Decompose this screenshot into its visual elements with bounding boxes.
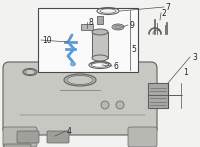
Text: 5: 5: [131, 45, 136, 54]
Text: 2: 2: [162, 9, 167, 17]
Text: 8: 8: [88, 17, 93, 26]
Ellipse shape: [67, 76, 93, 85]
Ellipse shape: [100, 9, 116, 13]
FancyBboxPatch shape: [148, 83, 168, 108]
FancyBboxPatch shape: [82, 25, 94, 30]
Ellipse shape: [114, 25, 122, 29]
Ellipse shape: [116, 101, 124, 109]
Ellipse shape: [23, 69, 37, 76]
Bar: [38, 8, 138, 72]
FancyBboxPatch shape: [3, 127, 37, 147]
FancyBboxPatch shape: [17, 131, 39, 143]
Ellipse shape: [25, 70, 35, 75]
FancyBboxPatch shape: [47, 131, 69, 143]
Ellipse shape: [71, 62, 76, 66]
Ellipse shape: [92, 29, 108, 35]
Bar: [97, 16, 103, 24]
Text: 1: 1: [183, 67, 188, 76]
Ellipse shape: [92, 55, 108, 61]
Text: 10: 10: [42, 35, 52, 45]
FancyBboxPatch shape: [4, 144, 31, 147]
Ellipse shape: [91, 61, 109, 66]
Ellipse shape: [101, 101, 109, 109]
Text: 4: 4: [67, 127, 72, 136]
Text: 6: 6: [113, 61, 118, 71]
Ellipse shape: [112, 24, 124, 30]
FancyBboxPatch shape: [3, 62, 157, 135]
Bar: [92, 32, 108, 58]
FancyBboxPatch shape: [128, 127, 157, 147]
Ellipse shape: [92, 63, 109, 67]
Text: 3: 3: [192, 52, 197, 61]
Text: 9: 9: [129, 20, 134, 30]
Ellipse shape: [64, 74, 96, 86]
Text: 7: 7: [165, 2, 170, 11]
